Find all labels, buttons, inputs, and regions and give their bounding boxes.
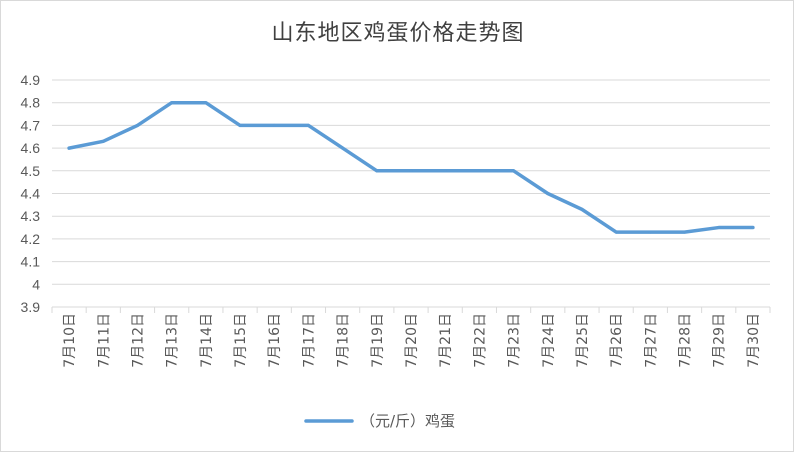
y-tick-label: 4	[32, 276, 40, 292]
x-tick-label: 7月15日	[233, 313, 249, 368]
y-tick-label: 4.8	[21, 95, 41, 111]
x-tick-label: 7月25日	[575, 313, 591, 368]
data-point	[67, 146, 71, 150]
y-tick-label: 4.2	[21, 231, 41, 247]
x-tick-label: 7月16日	[267, 313, 283, 368]
data-point	[717, 226, 721, 230]
x-tick-label: 7月10日	[62, 313, 78, 368]
data-point	[443, 169, 447, 173]
data-point	[341, 146, 345, 150]
data-point	[614, 230, 618, 234]
x-tick-label: 7月17日	[301, 313, 317, 368]
x-tick-label: 7月21日	[438, 313, 454, 368]
x-tick-label: 7月30日	[746, 313, 762, 368]
data-point	[170, 101, 174, 105]
x-tick-label: 7月13日	[165, 313, 181, 368]
data-point	[204, 101, 208, 105]
y-tick-label: 4.1	[21, 254, 41, 270]
x-tick-label: 7月14日	[199, 313, 215, 368]
y-tick-label: 4.9	[21, 72, 41, 88]
x-tick-label: 7月20日	[404, 313, 420, 368]
x-tick-label: 7月26日	[609, 313, 625, 368]
y-tick-label: 3.9	[21, 299, 41, 315]
x-tick-label: 7月28日	[678, 313, 694, 368]
y-tick-label: 4.4	[21, 186, 41, 202]
data-point	[238, 123, 242, 127]
x-tick-label: 7月27日	[643, 313, 659, 368]
y-tick-label: 4.3	[21, 208, 41, 224]
x-tick-label: 7月29日	[712, 313, 728, 368]
data-point	[375, 169, 379, 173]
data-point	[272, 123, 276, 127]
data-point	[306, 123, 310, 127]
y-tick-label: 4.7	[21, 117, 41, 133]
data-point	[512, 169, 516, 173]
legend-label: （元/斤）鸡蛋	[360, 412, 455, 430]
data-point	[683, 230, 687, 234]
y-tick-label: 4.6	[21, 140, 41, 156]
data-point	[751, 226, 755, 230]
x-tick-label: 7月12日	[130, 313, 146, 368]
data-point	[101, 139, 105, 143]
data-point	[580, 207, 584, 211]
x-tick-label: 7月11日	[96, 313, 112, 368]
data-point	[409, 169, 413, 173]
x-tick-label: 7月18日	[336, 313, 352, 368]
data-point	[546, 192, 550, 195]
chart-title: 山东地区鸡蛋价格走势图	[271, 21, 525, 46]
data-point	[477, 169, 481, 173]
data-point	[135, 123, 139, 127]
x-tick-label: 7月22日	[472, 313, 488, 368]
y-tick-label: 4.5	[21, 163, 41, 179]
x-tick-label: 7月23日	[507, 313, 523, 368]
x-tick-label: 7月24日	[541, 313, 557, 368]
series-line	[67, 100, 755, 234]
x-tick-label: 7月19日	[370, 313, 386, 368]
data-point	[648, 230, 652, 234]
